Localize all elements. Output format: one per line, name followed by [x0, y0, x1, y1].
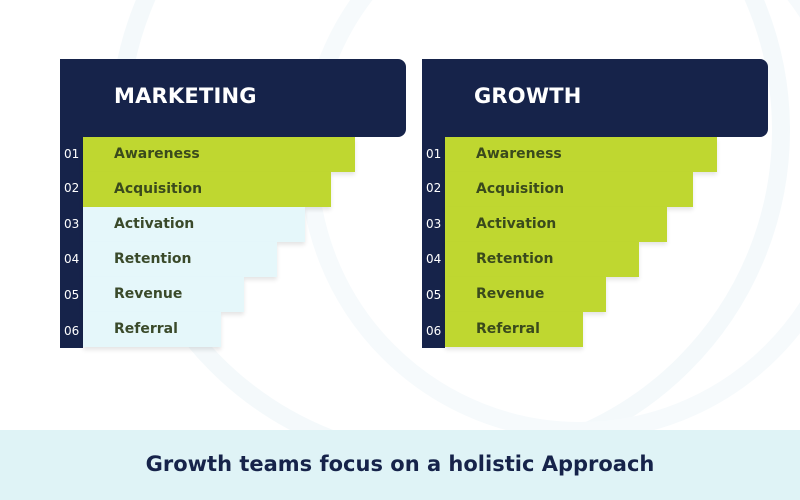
step-number: 04 [64, 252, 80, 266]
funnel-step-referral: Referral [83, 312, 221, 347]
marketing-panel: MARKETING 01 02 03 04 05 06 Awareness Ac… [60, 59, 406, 348]
step-number: 02 [426, 181, 442, 195]
marketing-header: MARKETING [60, 59, 406, 137]
funnel-step-awareness: Awareness [83, 137, 355, 172]
step-label: Awareness [114, 146, 200, 162]
funnel-step-awareness: Awareness [445, 137, 717, 172]
funnel-step-acquisition: Acquisition [83, 172, 331, 207]
step-label: Referral [476, 321, 540, 337]
step-label: Retention [114, 251, 192, 267]
marketing-title: MARKETING [114, 84, 257, 108]
step-label: Retention [476, 251, 554, 267]
step-label: Awareness [476, 146, 562, 162]
step-number: 05 [64, 288, 80, 302]
footer-band [0, 430, 800, 500]
growth-panel: GROWTH 01 02 03 04 05 06 Awareness Acqui… [422, 59, 768, 348]
step-number: 03 [426, 217, 442, 231]
funnel-step-revenue: Revenue [445, 277, 606, 312]
step-number: 06 [64, 324, 80, 338]
step-label: Activation [476, 216, 557, 232]
step-number: 02 [64, 181, 80, 195]
step-label: Referral [114, 321, 178, 337]
step-number: 01 [426, 147, 442, 161]
funnel-step-acquisition: Acquisition [445, 172, 693, 207]
step-number: 04 [426, 252, 442, 266]
funnel-step-activation: Activation [445, 207, 667, 242]
step-label: Activation [114, 216, 195, 232]
funnel-step-revenue: Revenue [83, 277, 244, 312]
step-number: 01 [64, 147, 80, 161]
growth-number-strip: 01 02 03 04 05 06 [422, 137, 445, 348]
funnel-step-retention: Retention [445, 242, 639, 277]
marketing-number-strip: 01 02 03 04 05 06 [60, 137, 83, 348]
step-number: 06 [426, 324, 442, 338]
funnel-step-referral: Referral [445, 312, 583, 347]
funnel-step-retention: Retention [83, 242, 277, 277]
step-number: 05 [426, 288, 442, 302]
step-label: Revenue [476, 286, 545, 302]
growth-header: GROWTH [422, 59, 768, 137]
step-number: 03 [64, 217, 80, 231]
step-label: Acquisition [114, 181, 203, 197]
step-label: Revenue [114, 286, 183, 302]
step-label: Acquisition [476, 181, 565, 197]
footer-caption: Growth teams focus on a holistic Approac… [145, 452, 655, 476]
funnel-step-activation: Activation [83, 207, 305, 242]
growth-title: GROWTH [474, 84, 582, 108]
